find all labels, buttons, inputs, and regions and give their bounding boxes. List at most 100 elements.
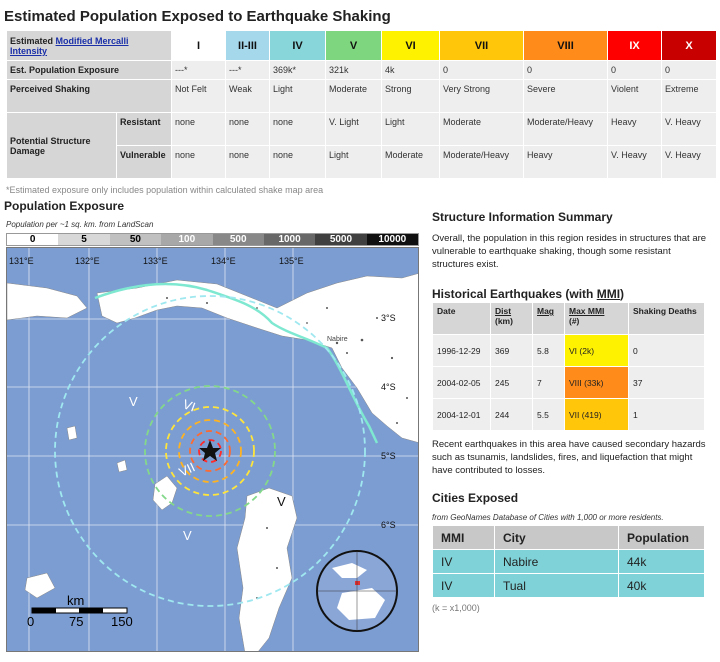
shaking-cell: Extreme	[661, 79, 718, 113]
historical-title: Historical Earthquakes (with MMI)	[432, 287, 625, 301]
resistant-cell: none	[171, 112, 227, 146]
intensity-table: Estimated Modified Mercalli Intensity I …	[5, 30, 718, 179]
exposure-cell: ---*	[171, 60, 227, 80]
shaking-cell: Severe	[523, 79, 609, 113]
resistant-cell: Moderate/Heavy	[523, 112, 609, 146]
exposure-cell: 321k	[325, 60, 383, 80]
lon-label: 131°E	[9, 256, 34, 266]
exposure-row: Est. Population Exposure ---* ---* 369k*…	[5, 60, 718, 80]
vulnerable-cell: Moderate	[381, 145, 441, 179]
lat-label: 5°S	[381, 451, 396, 461]
mmi-header-label: Estimated Modified Mercalli Intensity	[5, 30, 173, 61]
exposure-cell: 0	[661, 60, 718, 80]
population-title: Population Exposure	[4, 199, 125, 213]
population-legend: 0 5 50 100 500 1000 5000 10000	[6, 233, 419, 246]
scale-tick: 0	[27, 614, 35, 629]
resistant-cell: Heavy	[607, 112, 663, 146]
mmi-level-cell: I	[171, 30, 227, 61]
mmi-link[interactable]: Modified Mercalli Intensity	[10, 35, 129, 56]
shaking-cell: Moderate	[325, 79, 383, 113]
cities-header-city: City	[494, 525, 619, 550]
land	[7, 273, 418, 651]
mmi-level-cell: II-III	[225, 30, 271, 61]
hist-header-maxmmi: Max MMI (#)	[564, 302, 629, 335]
cities-title: Cities Exposed	[432, 491, 519, 505]
structure-title: Structure Information Summary	[432, 210, 613, 224]
lat-label: 6°S	[381, 520, 396, 530]
shaking-cell: Very Strong	[439, 79, 525, 113]
damage-label: Potential Structure Damage	[6, 112, 117, 179]
scale-bar	[31, 607, 128, 614]
mmi-level-cell: IV	[269, 30, 327, 61]
mmi-iv-contour	[94, 282, 379, 444]
hist-date: 2004-02-05	[432, 366, 491, 399]
shaking-label: Perceived Shaking	[5, 79, 173, 113]
legend-swatch: 5	[58, 234, 110, 245]
shaking-row: Perceived Shaking Not Felt Weak Light Mo…	[5, 79, 718, 113]
hist-mag: 7	[532, 366, 565, 399]
table-row: 2004-12-01 244 5.5 VII (419) 1	[432, 398, 705, 431]
resistant-cell: Light	[381, 112, 441, 146]
vulnerable-cell: Moderate/Heavy	[439, 145, 525, 179]
exposure-cell: 0	[523, 60, 609, 80]
mmi-level-cell: IX	[607, 30, 663, 61]
legend-swatch: 5000	[315, 234, 367, 245]
map-graphic	[7, 248, 418, 651]
mmi-level-cell: X	[661, 30, 718, 61]
scale-tick: 75	[69, 614, 84, 629]
city-pop: 44k	[618, 549, 705, 574]
resistant-cell: V. Light	[325, 112, 383, 146]
mmi-level-cell: VIII	[523, 30, 609, 61]
legend-swatch: 0	[7, 234, 59, 245]
scale-tick: 150	[111, 614, 133, 629]
inset-globe	[316, 550, 398, 632]
city-name: Tual	[494, 573, 619, 598]
resistant-row: Potential Structure Damage Resistant non…	[6, 112, 718, 179]
resistant-label: Resistant	[115, 112, 173, 146]
population-map[interactable]: 131°E 132°E 133°E 134°E 135°E 3°S 4°S 5°…	[6, 247, 419, 652]
lon-label: 132°E	[75, 256, 100, 266]
table-row: IV Tual 40k	[432, 573, 705, 598]
resistant-cell: V. Heavy	[661, 112, 718, 146]
scale-unit: km	[67, 593, 85, 608]
vulnerable-row: Vulnerable none none none Light Moderate…	[7, 145, 718, 179]
hist-header-mag: Mag	[532, 302, 565, 335]
exposure-note: *Estimated exposure only includes popula…	[6, 185, 324, 195]
vulnerable-cell: Light	[325, 145, 383, 179]
legend-swatch: 100	[161, 234, 213, 245]
cities-header-mmi: MMI	[432, 525, 495, 550]
shaking-cell: Not Felt	[171, 79, 227, 113]
vulnerable-cell: V. Heavy	[661, 145, 718, 179]
hist-dist: 244	[490, 398, 533, 431]
exposure-cell: 0	[439, 60, 525, 80]
cities-header-pop: Population	[618, 525, 705, 550]
city-mmi: IV	[432, 573, 495, 598]
vulnerable-cell: none	[171, 145, 227, 179]
resistant-cell: none	[269, 112, 327, 146]
historical-table: Date Dist (km) Mag Max MMI (#) Shaking Dea…	[432, 302, 705, 431]
contour-label: V	[129, 394, 138, 409]
lat-label: 3°S	[381, 313, 396, 323]
shaking-cell: Weak	[225, 79, 271, 113]
hist-header-dist: Dist (km)	[490, 302, 533, 335]
contour-label: V	[183, 528, 192, 543]
lat-label: 4°S	[381, 382, 396, 392]
hist-dist: 245	[490, 366, 533, 399]
hist-mmi: VIII (33k)	[564, 366, 629, 399]
vulnerable-cell: Heavy	[523, 145, 609, 179]
table-row: IV Nabire 44k	[432, 549, 705, 574]
population-dots	[166, 297, 408, 599]
mmi-level-cell: VII	[439, 30, 525, 61]
lon-label: 133°E	[143, 256, 168, 266]
mmi-contours	[54, 295, 366, 607]
shaking-cell: Violent	[607, 79, 663, 113]
legend-swatch: 500	[212, 234, 264, 245]
hist-dist: 369	[490, 334, 533, 367]
vulnerable-cell: none	[269, 145, 327, 179]
shaking-cell: Strong	[381, 79, 441, 113]
contour-label: V	[277, 494, 286, 509]
hist-date: 2004-12-01	[432, 398, 491, 431]
structure-text: Overall, the population in this region r…	[432, 233, 707, 270]
vulnerable-cell: V. Heavy	[607, 145, 663, 179]
mmi-level-cell: V	[325, 30, 383, 61]
